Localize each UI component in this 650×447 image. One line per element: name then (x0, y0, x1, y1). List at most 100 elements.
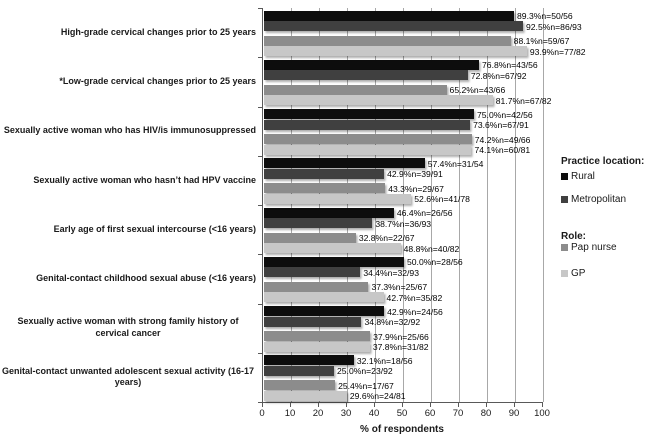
category-label-text: High-grade cervical changes prior to 25 … (60, 26, 256, 37)
legend-swatch (561, 173, 568, 180)
category-axis-tick (258, 106, 262, 108)
bar-pap-nurse (264, 380, 336, 391)
bar-rural (264, 207, 394, 218)
category-axis-tick (258, 8, 262, 9)
gridline (290, 8, 292, 402)
bar-value-label: 74.2%n=49/66 (474, 134, 531, 145)
bar-value-label: 32.8%n=22/67 (358, 233, 415, 243)
bar-metropolitan (264, 218, 373, 228)
bar-value-label: 89.3%n=50/56 (517, 11, 573, 21)
x-axis-tick-label: 60 (424, 408, 436, 419)
x-axis-tick-label: 10 (284, 408, 296, 419)
bar-rural (264, 256, 404, 267)
legend-item-rural: Rural (561, 171, 595, 182)
category-label: Genital-contact unwanted adolescent sexu… (0, 353, 256, 402)
x-axis-tick (486, 403, 487, 407)
x-axis-tick-label: 80 (480, 408, 492, 419)
bar-pap-nurse (264, 134, 472, 144)
bar-pap-nurse (264, 331, 371, 341)
category-axis-tick (258, 205, 262, 206)
bar-gp (264, 46, 527, 56)
bar-value-label: 65.2%n=43/66 (449, 85, 506, 96)
bar-value-label: 92.5%n=86/93 (526, 21, 582, 32)
bar-gp (264, 193, 412, 204)
bar-value-label: 34.8%n=32/92 (364, 317, 421, 327)
legend-swatch (561, 270, 568, 277)
category-label-text: Genital-contact unwanted adolescent sexu… (1, 365, 255, 388)
legend-item-label: Pap nurse (571, 242, 617, 253)
bar-value-label: 42.7%n=35/82 (386, 292, 443, 303)
bar-value-label: 25.4%n=17/67 (338, 380, 394, 391)
bar-value-label: 43.3%n=29/67 (388, 183, 444, 194)
bar-metropolitan (264, 168, 385, 179)
bar-pap-nurse (264, 183, 386, 194)
legend-group-title: Role: (561, 231, 586, 242)
gridline (402, 8, 404, 402)
x-axis-tick-label: 0 (259, 408, 265, 419)
x-axis-tick-label: 40 (368, 408, 380, 419)
category-axis-tick (258, 303, 262, 305)
legend-item-metropolitan: Metropolitan (561, 194, 626, 205)
bar-gp (264, 243, 401, 253)
category-axis-tick (258, 57, 262, 59)
bar-gp (264, 95, 493, 106)
legend-item-label: Metropolitan (571, 194, 627, 205)
bar-value-label: 38.7%n=36/93 (375, 218, 432, 229)
category-label-text: Sexually active woman with strong family… (17, 316, 239, 339)
gridline (514, 8, 516, 402)
category-label-text: Sexually active woman who has HIV/is imm… (3, 125, 256, 136)
x-axis-tick-label: 50 (396, 408, 408, 419)
bar-pap-nurse (264, 281, 369, 292)
category-label-text: Early age of first sexual intercourse (<… (53, 223, 256, 234)
category-label-text: Sexually active woman who hasn’t had HPV… (33, 174, 256, 185)
gridline (430, 8, 432, 402)
bar-value-label: 25.0%n=23/92 (337, 366, 393, 377)
x-axis-title: % of respondents (360, 424, 444, 435)
gridline (318, 8, 320, 402)
gridline (458, 8, 460, 402)
x-axis-tick (346, 403, 347, 407)
legend-item-label: GP (571, 268, 586, 279)
bar-metropolitan (264, 21, 523, 31)
bar-value-label: 37.9%n=25/66 (373, 331, 429, 342)
bar-metropolitan (264, 316, 362, 327)
x-axis-tick (514, 403, 515, 407)
bar-pap-nurse (264, 35, 511, 46)
bar-pap-nurse (264, 232, 356, 243)
bar-gp (264, 390, 347, 401)
bar-value-label: 57.4%n=31/54 (427, 158, 484, 169)
gridline (346, 8, 348, 402)
x-axis-tick (430, 403, 431, 407)
category-label: Sexually active woman who has HIV/is imm… (0, 107, 256, 156)
category-label: *Low-grade cervical changes prior to 25 … (0, 57, 256, 106)
bar-metropolitan (264, 267, 361, 278)
gridline (374, 8, 376, 402)
category-axis-tick (258, 155, 262, 157)
x-axis-tick-label: 20 (312, 408, 324, 419)
bar-metropolitan (264, 365, 334, 376)
bar-value-label: 93.9%n=77/82 (529, 46, 586, 57)
gridline (542, 8, 544, 402)
bar-rural (264, 109, 474, 119)
bar-value-label: 37.3%n=25/67 (371, 282, 428, 293)
bar-value-label: 81.7%n=67/82 (495, 95, 552, 106)
bar-value-label: 88.1%n=59/67 (513, 36, 570, 46)
bar-rural (264, 158, 425, 169)
category-label: High-grade cervical changes prior to 25 … (0, 8, 256, 57)
gridline (486, 8, 488, 402)
bar-gp (264, 341, 370, 352)
category-label-text: *Low-grade cervical changes prior to 25 … (59, 76, 256, 87)
legend-swatch (561, 196, 568, 203)
bar-value-label: 34.4%n=32/93 (363, 267, 419, 278)
category-axis-tick (258, 352, 262, 354)
bar-metropolitan (264, 119, 471, 130)
bar-value-label: 72.8%n=67/92 (470, 70, 527, 81)
bar-gp (264, 144, 472, 155)
x-axis-tick-label: 90 (508, 408, 520, 419)
x-axis-tick (402, 403, 403, 407)
legend-group-title: Practice location: (561, 156, 645, 167)
bar-value-label: 52.6%n=41/78 (414, 194, 470, 205)
x-axis-tick (262, 403, 263, 407)
legend-item-label: Rural (571, 171, 595, 182)
